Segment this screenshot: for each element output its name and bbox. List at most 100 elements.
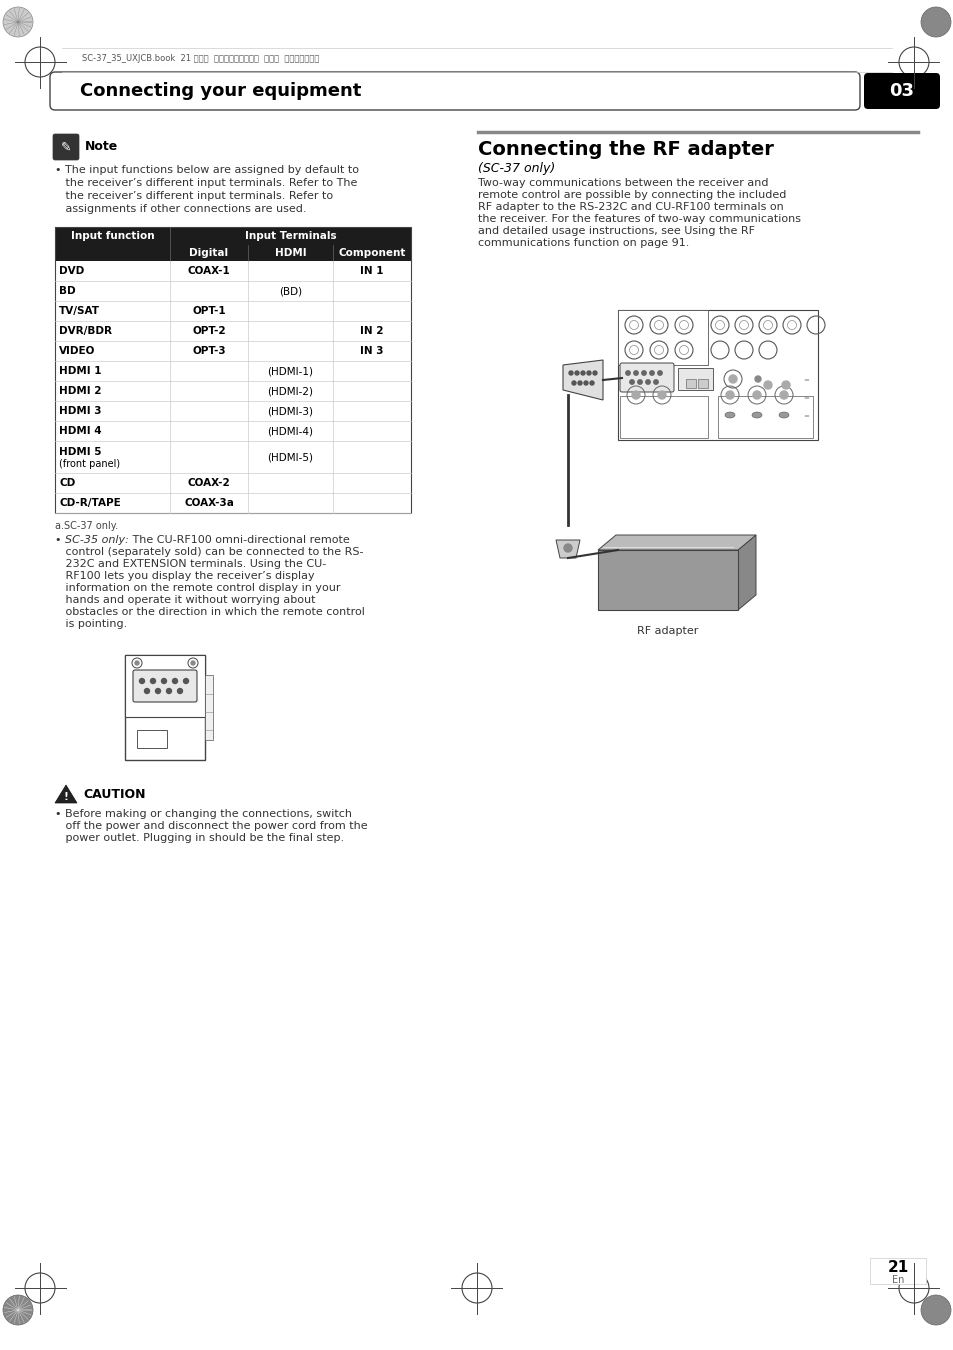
Text: communications function on page 91.: communications function on page 91. <box>477 238 689 248</box>
FancyBboxPatch shape <box>53 134 79 161</box>
Circle shape <box>575 371 578 375</box>
Text: (BD): (BD) <box>278 286 302 296</box>
Bar <box>55 493 411 513</box>
Text: COAX-2: COAX-2 <box>188 478 230 487</box>
Text: the receiver. For the features of two-way communications: the receiver. For the features of two-wa… <box>477 215 801 224</box>
FancyBboxPatch shape <box>863 73 939 109</box>
Text: CD: CD <box>59 478 75 487</box>
Text: Digital: Digital <box>190 248 229 258</box>
Text: Input Terminals: Input Terminals <box>244 231 336 242</box>
Circle shape <box>177 688 182 694</box>
Text: the receiver’s different input terminals. Refer to The: the receiver’s different input terminals… <box>55 178 357 188</box>
Bar <box>619 396 707 437</box>
Text: Connecting your equipment: Connecting your equipment <box>80 82 361 100</box>
Text: •: • <box>55 535 65 545</box>
Circle shape <box>645 379 650 385</box>
Text: HDMI 1: HDMI 1 <box>59 366 101 377</box>
Bar <box>678 369 712 390</box>
Circle shape <box>589 381 594 385</box>
Bar <box>55 421 411 441</box>
Circle shape <box>649 371 654 375</box>
Circle shape <box>161 679 167 683</box>
Bar <box>598 549 738 610</box>
Circle shape <box>780 392 787 400</box>
Polygon shape <box>556 540 579 558</box>
Circle shape <box>563 544 572 552</box>
Circle shape <box>578 381 581 385</box>
Text: hands and operate it without worrying about: hands and operate it without worrying ab… <box>55 595 315 605</box>
Text: CAUTION: CAUTION <box>83 787 146 801</box>
Text: 03: 03 <box>888 82 914 100</box>
Circle shape <box>593 371 597 375</box>
Text: obstacles or the direction in which the remote control: obstacles or the direction in which the … <box>55 608 364 617</box>
Circle shape <box>641 371 645 375</box>
Circle shape <box>586 371 590 375</box>
Circle shape <box>629 379 634 385</box>
Ellipse shape <box>724 412 734 418</box>
Bar <box>55 401 411 421</box>
Text: (HDMI-5): (HDMI-5) <box>267 452 314 462</box>
Polygon shape <box>562 360 602 400</box>
Text: (front panel): (front panel) <box>59 459 120 468</box>
Text: off the power and disconnect the power cord from the: off the power and disconnect the power c… <box>55 821 367 832</box>
Circle shape <box>725 392 733 400</box>
Text: SC-35 only:: SC-35 only: <box>65 535 129 545</box>
Ellipse shape <box>751 412 761 418</box>
Circle shape <box>754 377 760 382</box>
Circle shape <box>191 662 194 666</box>
Circle shape <box>752 392 760 400</box>
Text: power outlet. Plugging in should be the final step.: power outlet. Plugging in should be the … <box>55 833 344 842</box>
Text: 232C and EXTENSION terminals. Using the CU-: 232C and EXTENSION terminals. Using the … <box>55 559 326 568</box>
Text: En: En <box>891 1274 903 1285</box>
Text: BD: BD <box>59 286 75 296</box>
Text: Component: Component <box>338 248 405 258</box>
Circle shape <box>583 381 587 385</box>
Circle shape <box>920 1295 950 1324</box>
FancyBboxPatch shape <box>50 72 859 109</box>
Circle shape <box>167 688 172 694</box>
Circle shape <box>155 688 160 694</box>
Circle shape <box>135 662 139 666</box>
Circle shape <box>572 381 576 385</box>
FancyBboxPatch shape <box>132 670 196 702</box>
Circle shape <box>633 371 638 375</box>
Circle shape <box>728 375 737 383</box>
Text: Two-way communications between the receiver and: Two-way communications between the recei… <box>477 178 768 188</box>
Text: CD-R/TAPE: CD-R/TAPE <box>59 498 121 508</box>
Text: IN 1: IN 1 <box>360 266 383 275</box>
Polygon shape <box>598 535 755 549</box>
Text: IN 2: IN 2 <box>360 325 383 336</box>
Text: ✎: ✎ <box>61 140 71 154</box>
Text: OPT-2: OPT-2 <box>192 325 226 336</box>
Bar <box>205 675 213 740</box>
Text: HDMI: HDMI <box>274 248 306 258</box>
Text: HDMI 3: HDMI 3 <box>59 406 101 416</box>
Circle shape <box>781 381 789 389</box>
Bar <box>698 379 707 387</box>
Text: Input function: Input function <box>71 231 154 242</box>
Bar <box>55 227 411 244</box>
Text: a.SC-37 only.: a.SC-37 only. <box>55 521 118 531</box>
Text: The CU-RF100 omni-directional remote: The CU-RF100 omni-directional remote <box>129 535 350 545</box>
Text: COAX-1: COAX-1 <box>188 266 230 275</box>
Bar <box>137 730 167 748</box>
Text: 21: 21 <box>886 1261 907 1276</box>
Text: RF100 lets you display the receiver’s display: RF100 lets you display the receiver’s di… <box>55 571 314 580</box>
Bar <box>685 379 696 387</box>
Circle shape <box>638 379 641 385</box>
Circle shape <box>580 371 584 375</box>
Bar <box>55 472 411 493</box>
Circle shape <box>139 679 144 683</box>
Text: COAX-3a: COAX-3a <box>184 498 233 508</box>
Text: and detailed usage instructions, see Using the RF: and detailed usage instructions, see Usi… <box>477 225 754 236</box>
Text: (HDMI-4): (HDMI-4) <box>267 427 314 436</box>
Circle shape <box>151 679 155 683</box>
Text: (SC-37 only): (SC-37 only) <box>477 162 555 176</box>
Text: =: = <box>802 396 808 401</box>
Circle shape <box>3 1295 33 1324</box>
Text: Connecting the RF adapter: Connecting the RF adapter <box>477 140 773 159</box>
Polygon shape <box>55 784 77 803</box>
Text: DVD: DVD <box>59 266 84 275</box>
Text: is pointing.: is pointing. <box>55 620 127 629</box>
Text: HDMI 5: HDMI 5 <box>59 447 101 458</box>
